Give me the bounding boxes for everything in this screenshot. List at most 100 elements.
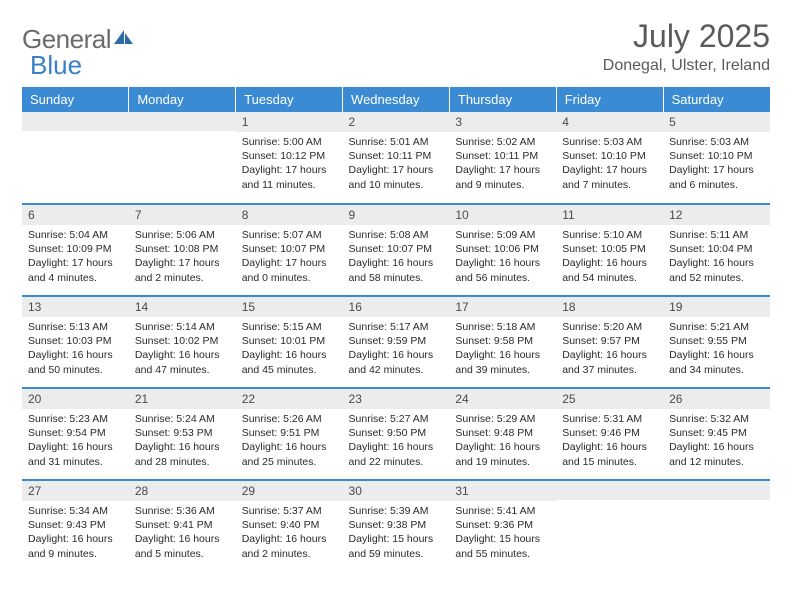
day-content: Sunrise: 5:01 AMSunset: 10:11 PMDaylight… (343, 132, 450, 196)
daylight-text: Daylight: 16 hours and 56 minutes. (455, 256, 550, 284)
day-content: Sunrise: 5:39 AMSunset: 9:38 PMDaylight:… (343, 501, 450, 565)
sunset-text: Sunset: 10:11 PM (455, 149, 550, 163)
sunrise-text: Sunrise: 5:24 AM (135, 412, 230, 426)
day-content: Sunrise: 5:00 AMSunset: 10:12 PMDaylight… (236, 132, 343, 196)
logo-word2: Blue (30, 50, 82, 81)
sunrise-text: Sunrise: 5:11 AM (669, 228, 764, 242)
weekday-header: Wednesday (343, 87, 450, 112)
calendar-day-cell: 6Sunrise: 5:04 AMSunset: 10:09 PMDayligh… (22, 204, 129, 296)
sunrise-text: Sunrise: 5:04 AM (28, 228, 123, 242)
sunset-text: Sunset: 9:45 PM (669, 426, 764, 440)
sunset-text: Sunset: 10:10 PM (669, 149, 764, 163)
day-content: Sunrise: 5:02 AMSunset: 10:11 PMDaylight… (449, 132, 556, 196)
sunrise-text: Sunrise: 5:13 AM (28, 320, 123, 334)
weekday-header: Friday (556, 87, 663, 112)
calendar-day-cell: 31Sunrise: 5:41 AMSunset: 9:36 PMDayligh… (449, 480, 556, 572)
calendar-empty-cell (22, 112, 129, 204)
sunrise-text: Sunrise: 5:23 AM (28, 412, 123, 426)
sunset-text: Sunset: 9:50 PM (349, 426, 444, 440)
sunset-text: Sunset: 10:04 PM (669, 242, 764, 256)
day-number: 10 (449, 205, 556, 225)
daylight-text: Daylight: 15 hours and 59 minutes. (349, 532, 444, 560)
day-content: Sunrise: 5:03 AMSunset: 10:10 PMDaylight… (556, 132, 663, 196)
sunrise-text: Sunrise: 5:20 AM (562, 320, 657, 334)
day-content: Sunrise: 5:18 AMSunset: 9:58 PMDaylight:… (449, 317, 556, 381)
sunrise-text: Sunrise: 5:39 AM (349, 504, 444, 518)
day-number: 4 (556, 112, 663, 132)
calendar-day-cell: 16Sunrise: 5:17 AMSunset: 9:59 PMDayligh… (343, 296, 450, 388)
sunrise-text: Sunrise: 5:32 AM (669, 412, 764, 426)
daylight-text: Daylight: 16 hours and 39 minutes. (455, 348, 550, 376)
sunrise-text: Sunrise: 5:34 AM (28, 504, 123, 518)
day-content: Sunrise: 5:36 AMSunset: 9:41 PMDaylight:… (129, 501, 236, 565)
daylight-text: Daylight: 15 hours and 55 minutes. (455, 532, 550, 560)
calendar-day-cell: 29Sunrise: 5:37 AMSunset: 9:40 PMDayligh… (236, 480, 343, 572)
sunrise-text: Sunrise: 5:17 AM (349, 320, 444, 334)
calendar-day-cell: 22Sunrise: 5:26 AMSunset: 9:51 PMDayligh… (236, 388, 343, 480)
sunset-text: Sunset: 10:09 PM (28, 242, 123, 256)
sunset-text: Sunset: 9:43 PM (28, 518, 123, 532)
daylight-text: Daylight: 16 hours and 37 minutes. (562, 348, 657, 376)
title-block: July 2025 Donegal, Ulster, Ireland (603, 18, 770, 75)
sunset-text: Sunset: 10:07 PM (349, 242, 444, 256)
calendar-table: SundayMondayTuesdayWednesdayThursdayFrid… (22, 87, 770, 572)
sunrise-text: Sunrise: 5:10 AM (562, 228, 657, 242)
calendar-day-cell: 20Sunrise: 5:23 AMSunset: 9:54 PMDayligh… (22, 388, 129, 480)
day-content: Sunrise: 5:29 AMSunset: 9:48 PMDaylight:… (449, 409, 556, 473)
daylight-text: Daylight: 17 hours and 7 minutes. (562, 163, 657, 191)
calendar-day-cell: 27Sunrise: 5:34 AMSunset: 9:43 PMDayligh… (22, 480, 129, 572)
sunset-text: Sunset: 9:53 PM (135, 426, 230, 440)
calendar-day-cell: 24Sunrise: 5:29 AMSunset: 9:48 PMDayligh… (449, 388, 556, 480)
calendar-day-cell: 19Sunrise: 5:21 AMSunset: 9:55 PMDayligh… (663, 296, 770, 388)
day-number (663, 481, 770, 500)
day-number: 20 (22, 389, 129, 409)
daylight-text: Daylight: 16 hours and 22 minutes. (349, 440, 444, 468)
sunset-text: Sunset: 10:03 PM (28, 334, 123, 348)
sunset-text: Sunset: 10:11 PM (349, 149, 444, 163)
sunset-text: Sunset: 9:51 PM (242, 426, 337, 440)
sunset-text: Sunset: 9:38 PM (349, 518, 444, 532)
day-number: 28 (129, 481, 236, 501)
weekday-header: Thursday (449, 87, 556, 112)
day-number: 31 (449, 481, 556, 501)
calendar-day-cell: 3Sunrise: 5:02 AMSunset: 10:11 PMDayligh… (449, 112, 556, 204)
daylight-text: Daylight: 16 hours and 15 minutes. (562, 440, 657, 468)
calendar-day-cell: 21Sunrise: 5:24 AMSunset: 9:53 PMDayligh… (129, 388, 236, 480)
daylight-text: Daylight: 16 hours and 42 minutes. (349, 348, 444, 376)
sunrise-text: Sunrise: 5:07 AM (242, 228, 337, 242)
day-number: 29 (236, 481, 343, 501)
calendar-empty-cell (663, 480, 770, 572)
daylight-text: Daylight: 17 hours and 9 minutes. (455, 163, 550, 191)
daylight-text: Daylight: 16 hours and 28 minutes. (135, 440, 230, 468)
calendar-day-cell: 12Sunrise: 5:11 AMSunset: 10:04 PMDaylig… (663, 204, 770, 296)
day-number: 12 (663, 205, 770, 225)
day-number: 17 (449, 297, 556, 317)
calendar-day-cell: 15Sunrise: 5:15 AMSunset: 10:01 PMDaylig… (236, 296, 343, 388)
day-number: 14 (129, 297, 236, 317)
day-number: 3 (449, 112, 556, 132)
calendar-week-row: 13 Sunrise: 5:13 AMSunset: 10:03 PM Daylig… (22, 296, 770, 388)
day-number: 23 (343, 389, 450, 409)
daylight-text: Daylight: 16 hours and 12 minutes. (669, 440, 764, 468)
day-number: 18 (556, 297, 663, 317)
calendar-empty-cell (129, 112, 236, 204)
day-content: Sunrise: 5:14 AMSunset: 10:02 PMDaylight… (129, 317, 236, 381)
sunrise-text: Sunrise: 5:03 AM (669, 135, 764, 149)
day-number: 15 (236, 297, 343, 317)
weekday-header: Saturday (663, 87, 770, 112)
day-number: 30 (343, 481, 450, 501)
daylight-text: Daylight: 17 hours and 2 minutes. (135, 256, 230, 284)
sunrise-text: Sunrise: 5:21 AM (669, 320, 764, 334)
sunrise-text: Sunrise: 5:06 AM (135, 228, 230, 242)
day-number: 16 (343, 297, 450, 317)
daylight-text: Daylight: 16 hours and 2 minutes. (242, 532, 337, 560)
header: General July 2025 Donegal, Ulster, Irela… (22, 18, 770, 75)
day-number: 22 (236, 389, 343, 409)
sunrise-text: Sunrise: 5:03 AM (562, 135, 657, 149)
day-content: Sunrise: 5:32 AMSunset: 9:45 PMDaylight:… (663, 409, 770, 473)
day-number: 25 (556, 389, 663, 409)
day-number: 13 (22, 297, 129, 317)
calendar-day-cell: 2Sunrise: 5:01 AMSunset: 10:11 PMDayligh… (343, 112, 450, 204)
day-number: 24 (449, 389, 556, 409)
sunset-text: Sunset: 9:57 PM (562, 334, 657, 348)
